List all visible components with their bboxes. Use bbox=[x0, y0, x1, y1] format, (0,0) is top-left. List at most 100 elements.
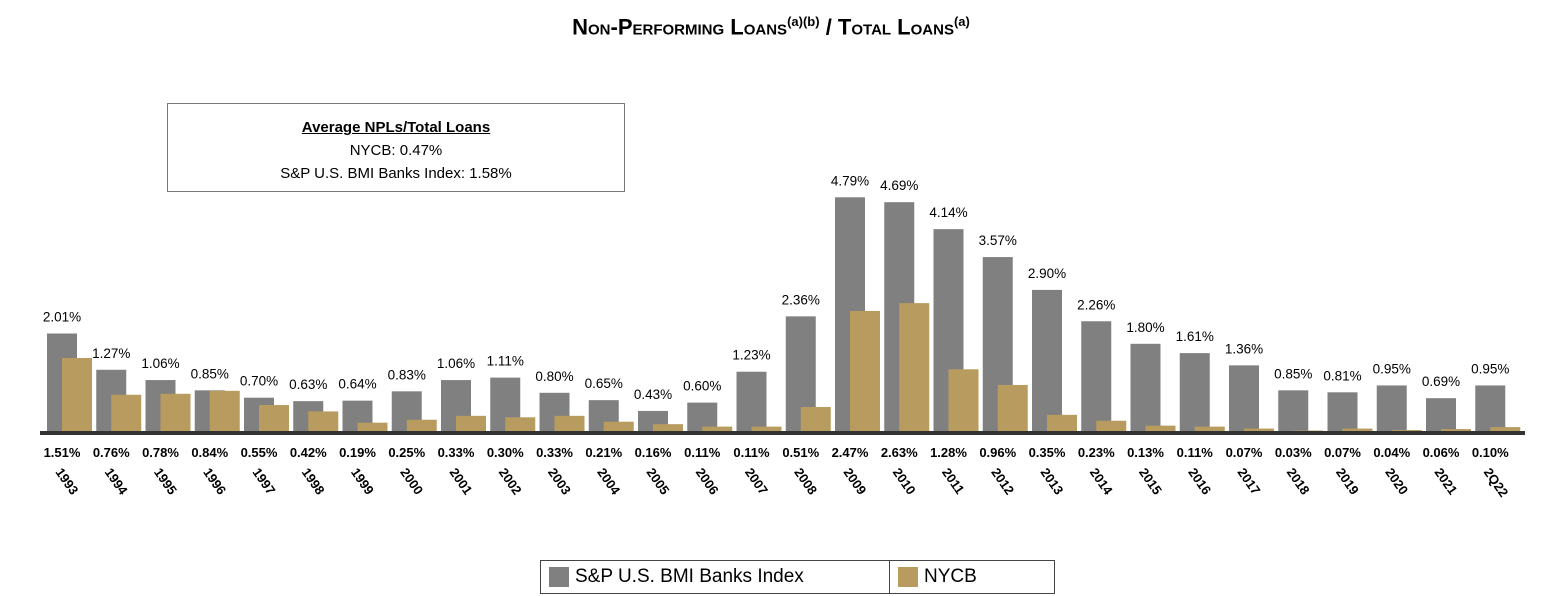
bar-bmi bbox=[736, 371, 767, 432]
value-label-nycb: 0.07% bbox=[1324, 445, 1361, 460]
value-label-nycb: 2.47% bbox=[832, 445, 869, 460]
x-tick-label: 1996 bbox=[200, 465, 229, 497]
average-nycb: NYCB: 0.47% bbox=[349, 142, 443, 159]
x-tick-label: 1998 bbox=[299, 465, 328, 497]
x-tick-label: 2012 bbox=[988, 465, 1017, 497]
x-tick-label: 2020 bbox=[1382, 465, 1411, 497]
x-tick-label: 2000 bbox=[397, 465, 426, 497]
x-axis bbox=[40, 431, 1525, 435]
value-label-nycb: 0.23% bbox=[1078, 445, 1115, 460]
value-label-bmi: 1.27% bbox=[92, 346, 130, 361]
x-tick-label: 2006 bbox=[693, 465, 722, 497]
value-label-bmi: 0.85% bbox=[1274, 366, 1312, 381]
bar-nycb bbox=[1441, 429, 1471, 432]
value-label-nycb: 0.13% bbox=[1127, 445, 1164, 460]
bar-nycb bbox=[653, 424, 683, 432]
value-label-nycb: 0.06% bbox=[1423, 445, 1460, 460]
x-tick-label: 1993 bbox=[53, 465, 82, 497]
value-label-bmi: 0.95% bbox=[1373, 361, 1411, 376]
bar-nycb bbox=[1342, 428, 1373, 432]
bar-nycb bbox=[1490, 427, 1521, 432]
value-label-nycb: 0.19% bbox=[339, 445, 376, 460]
x-tick-label: 2005 bbox=[644, 465, 673, 497]
x-tick-label: 2015 bbox=[1136, 465, 1165, 497]
bar-nycb bbox=[1145, 425, 1176, 432]
bar-nycb bbox=[308, 411, 339, 432]
x-tick-label: 2009 bbox=[841, 465, 870, 497]
average-heading: Average NPLs/Total Loans bbox=[301, 119, 491, 136]
chart-title: Non-Performing Loans(a)(b) / Total Loans… bbox=[0, 14, 1542, 40]
value-label-bmi: 0.81% bbox=[1323, 368, 1361, 383]
value-label-nycb: 0.11% bbox=[733, 445, 770, 460]
bar-bmi bbox=[1081, 321, 1112, 432]
value-label-bmi: 2.26% bbox=[1077, 297, 1115, 312]
value-label-bmi: 1.06% bbox=[437, 356, 475, 371]
value-label-nycb: 0.04% bbox=[1373, 445, 1410, 460]
x-tick-label: 2Q22 bbox=[1481, 465, 1512, 500]
x-tick-label: 1994 bbox=[102, 465, 131, 498]
value-label-nycb: 0.42% bbox=[290, 445, 327, 460]
title-footnote: (a) bbox=[953, 14, 970, 29]
value-label-bmi: 0.95% bbox=[1471, 361, 1509, 376]
value-label-bmi: 2.01% bbox=[43, 310, 81, 325]
value-label-nycb: 2.63% bbox=[881, 445, 918, 460]
value-label-nycb: 0.10% bbox=[1472, 445, 1509, 460]
x-tick-label: 2016 bbox=[1185, 465, 1214, 497]
bar-nycb bbox=[850, 310, 880, 432]
value-label-bmi: 1.23% bbox=[732, 348, 770, 363]
value-label-bmi: 0.60% bbox=[683, 379, 721, 394]
bar-bmi bbox=[1278, 390, 1309, 432]
x-tick-label: 1995 bbox=[151, 465, 180, 497]
value-label-nycb: 0.21% bbox=[585, 445, 622, 460]
value-label-nycb: 0.03% bbox=[1275, 445, 1312, 460]
value-label-bmi: 0.83% bbox=[388, 367, 426, 382]
bar-nycb bbox=[554, 415, 585, 432]
x-tick-label: 2019 bbox=[1333, 465, 1362, 497]
value-label-nycb: 0.30% bbox=[487, 445, 524, 460]
value-label-nycb: 0.33% bbox=[438, 445, 475, 460]
value-label-nycb: 0.35% bbox=[1029, 445, 1066, 460]
bar-nycb bbox=[1244, 428, 1274, 432]
average-bmi: S&P U.S. BMI Banks Index: 1.58% bbox=[280, 165, 512, 182]
value-label-bmi: 0.85% bbox=[191, 366, 229, 381]
legend-item-bmi: S&P U.S. BMI Banks Index bbox=[541, 561, 890, 593]
average-box: Average NPLs/Total Loans NYCB: 0.47% S&P… bbox=[167, 103, 625, 192]
bar-nycb bbox=[111, 394, 142, 432]
bar-bmi bbox=[1475, 385, 1506, 432]
bar-nycb bbox=[899, 303, 930, 432]
bar-nycb bbox=[406, 419, 437, 432]
value-label-nycb: 0.76% bbox=[93, 445, 130, 460]
bar-nycb bbox=[1096, 420, 1127, 432]
value-label-bmi: 0.70% bbox=[240, 374, 278, 389]
x-tick-label: 2010 bbox=[890, 465, 919, 497]
value-label-nycb: 0.96% bbox=[979, 445, 1016, 460]
value-label-nycb: 0.11% bbox=[1177, 445, 1214, 460]
bar-bmi bbox=[1179, 353, 1210, 432]
value-label-nycb: 1.51% bbox=[44, 445, 81, 460]
value-label-bmi: 1.80% bbox=[1126, 320, 1164, 335]
title-rest: / Total Loans bbox=[819, 14, 954, 40]
value-label-bmi: 4.79% bbox=[831, 173, 869, 188]
value-label-bmi: 4.14% bbox=[929, 205, 967, 220]
x-tick-label: 2003 bbox=[545, 465, 574, 497]
value-label-bmi: 0.80% bbox=[535, 369, 573, 384]
bar-nycb bbox=[456, 415, 486, 432]
bar-nycb bbox=[1194, 426, 1225, 432]
value-label-bmi: 3.57% bbox=[979, 233, 1017, 248]
value-label-nycb: 0.16% bbox=[635, 445, 672, 460]
bar-nycb bbox=[62, 358, 92, 432]
title-main: Non-Performing Loans bbox=[572, 14, 788, 40]
value-label-bmi: 1.11% bbox=[487, 354, 524, 369]
x-tick-label: 2014 bbox=[1087, 465, 1116, 498]
bar-nycb bbox=[603, 421, 634, 432]
value-label-bmi: 0.65% bbox=[585, 376, 623, 391]
legend-swatch bbox=[549, 567, 569, 587]
bar-bmi bbox=[1130, 343, 1161, 432]
value-label-bmi: 0.43% bbox=[634, 387, 672, 402]
legend: S&P U.S. BMI Banks Index NYCB bbox=[540, 560, 1055, 594]
value-label-nycb: 0.33% bbox=[536, 445, 573, 460]
bar-nycb bbox=[357, 422, 388, 432]
value-label-bmi: 0.63% bbox=[289, 377, 327, 392]
legend-label: NYCB bbox=[924, 566, 977, 587]
